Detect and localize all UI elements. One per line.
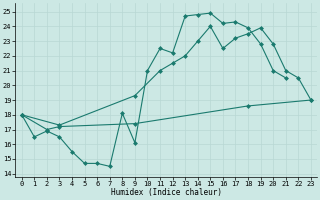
X-axis label: Humidex (Indice chaleur): Humidex (Indice chaleur) <box>111 188 222 197</box>
